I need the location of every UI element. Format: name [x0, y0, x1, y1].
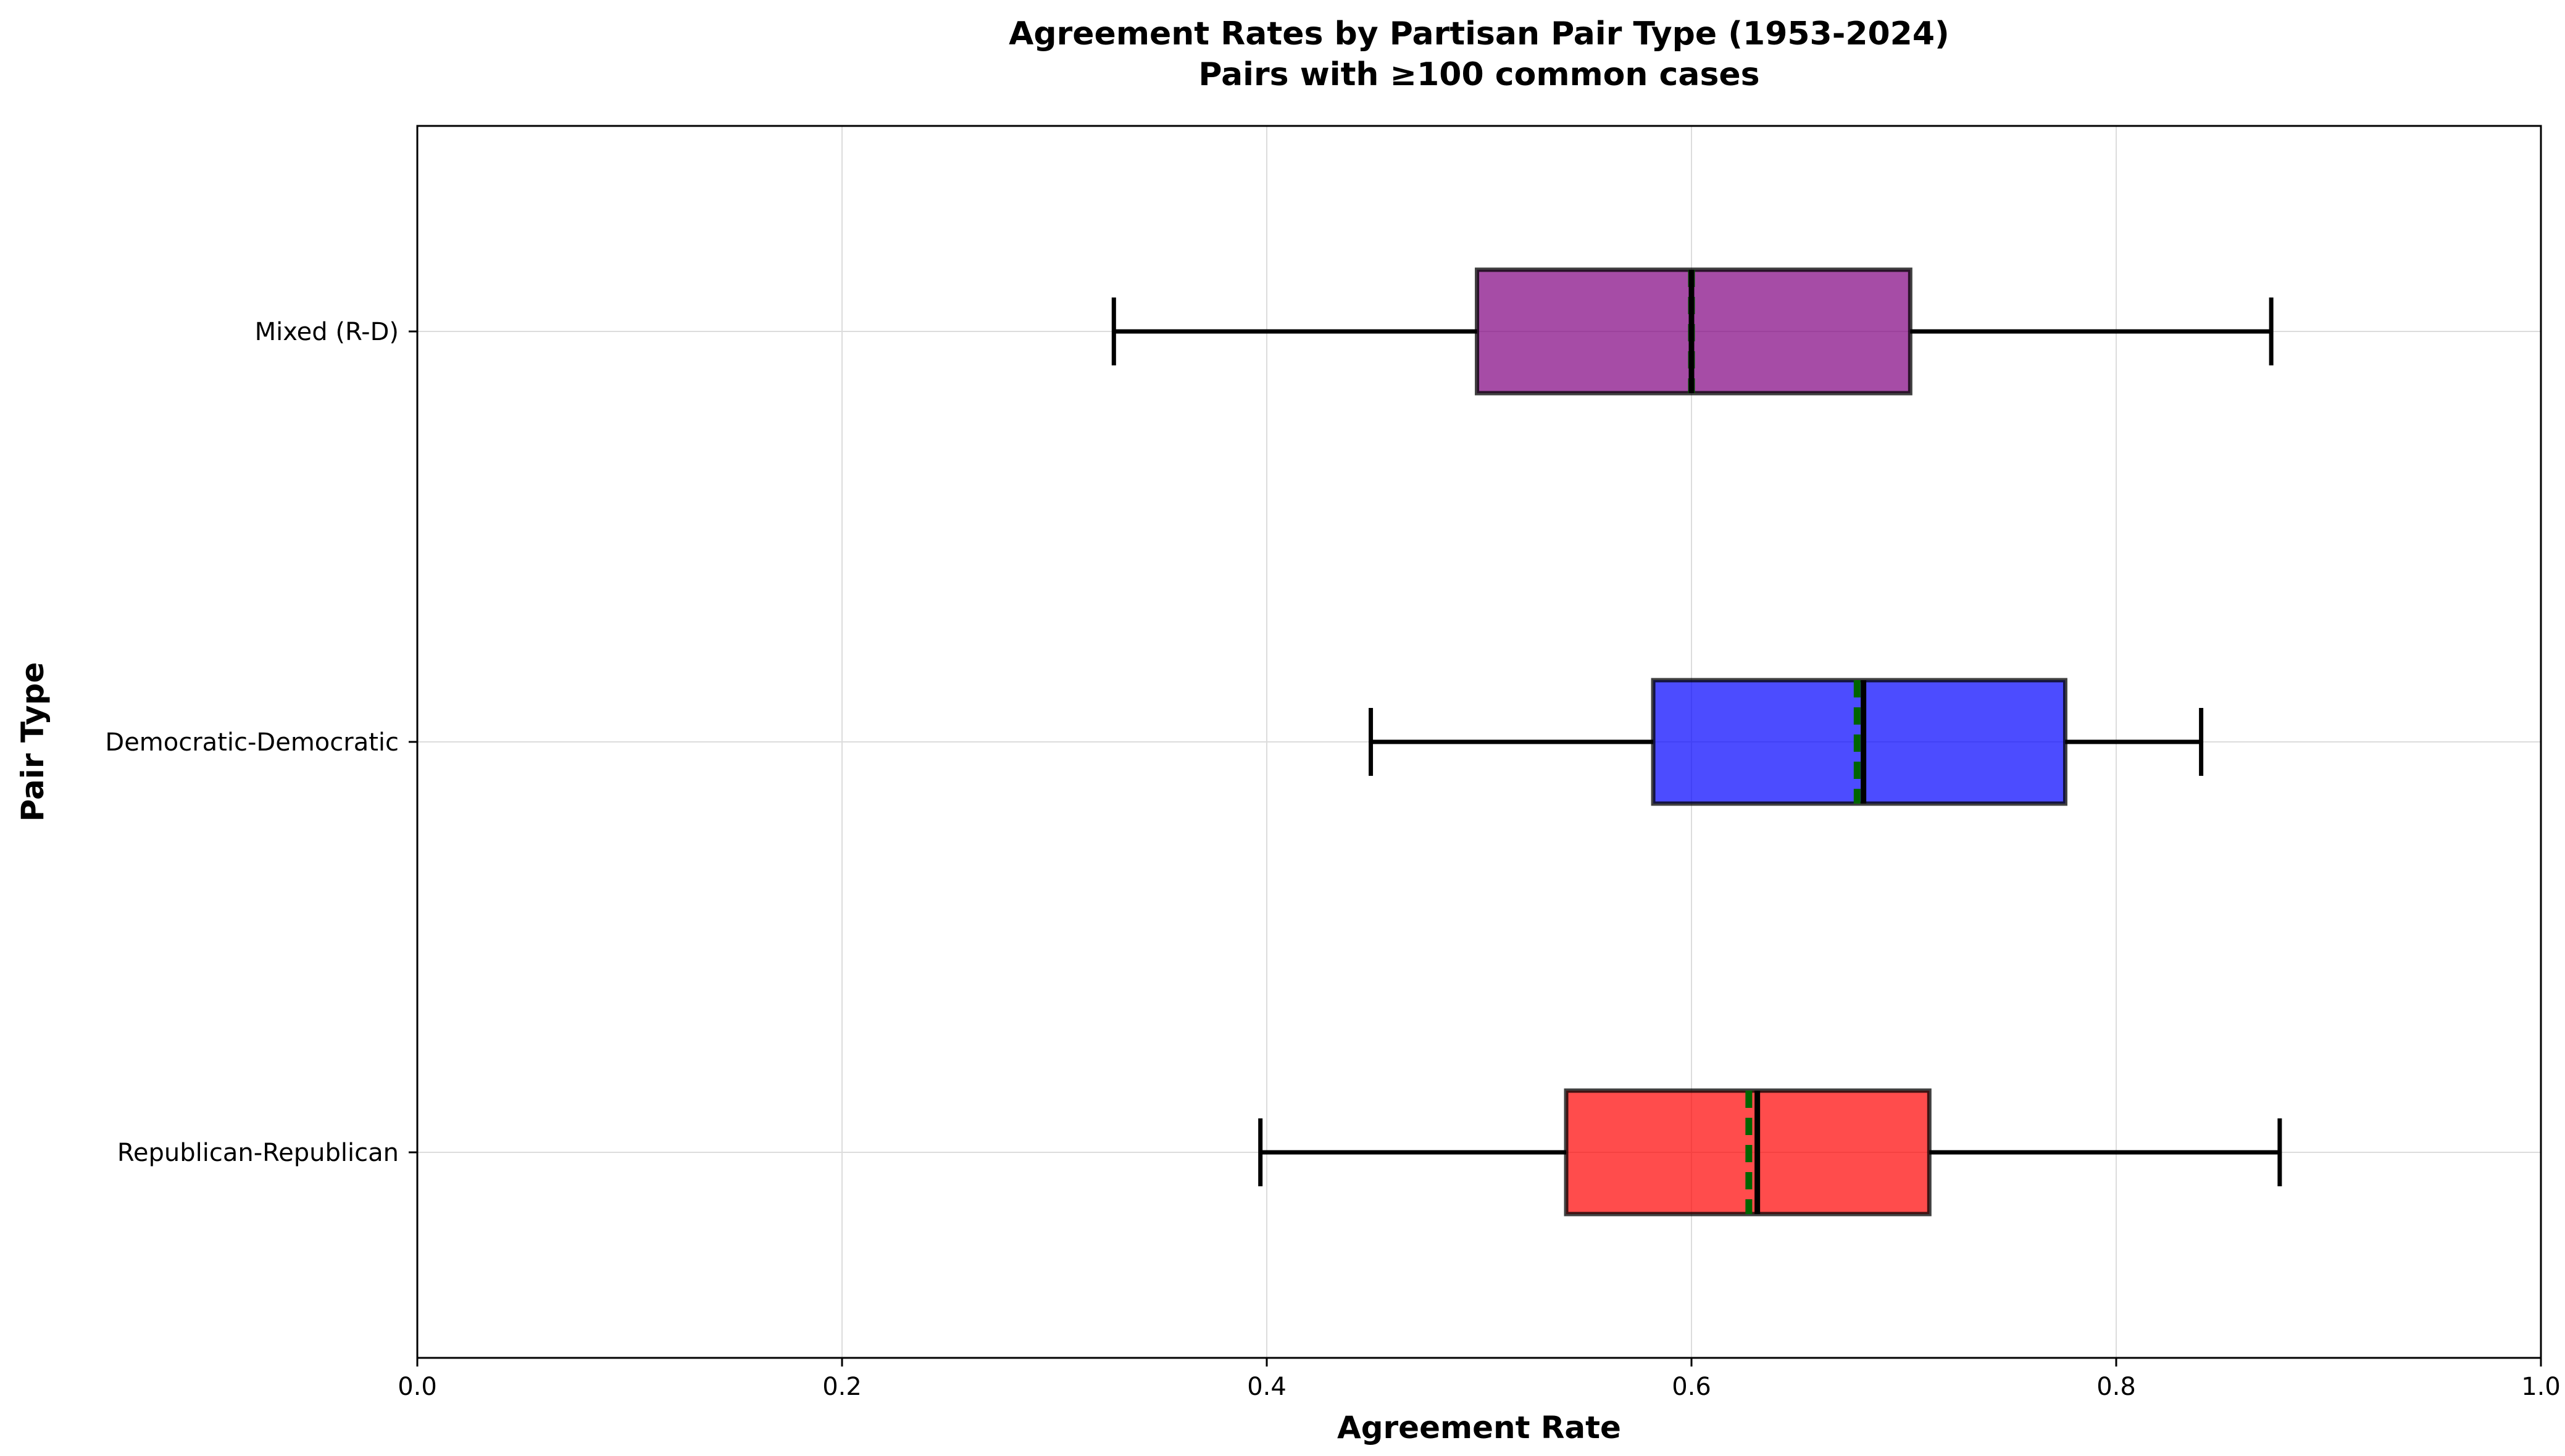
y-tick-label: Mixed (R-D)	[255, 318, 399, 346]
x-axis: 0.0 0.2 0.4 0.6 0.8 1.0	[398, 1358, 2561, 1401]
chart-title: Agreement Rates by Partisan Pair Type (1…	[1009, 15, 1950, 52]
x-tick-label: 0.6	[1672, 1373, 1711, 1401]
x-axis-label: Agreement Rate	[1337, 1410, 1621, 1446]
x-tick-label: 0.2	[822, 1373, 862, 1401]
x-tick-label: 0.8	[2096, 1373, 2136, 1401]
x-tick-label: 0.4	[1247, 1373, 1287, 1401]
box-democratic-democratic	[1369, 678, 2204, 806]
y-axis-label: Pair Type	[15, 662, 51, 822]
y-tick-label: Democratic-Democratic	[105, 728, 399, 757]
box-republican-republican	[1258, 1088, 2282, 1217]
y-axis: Mixed (R-D) Democratic-Democratic Republic…	[105, 318, 417, 1167]
chart-subtitle: Pairs with ≥100 common cases	[1198, 56, 1759, 93]
y-tick-label: Republican-Republican	[117, 1139, 399, 1167]
x-tick-label: 0.0	[398, 1373, 437, 1401]
x-tick-label: 1.0	[2521, 1373, 2561, 1401]
plot-area	[1111, 267, 2282, 1217]
box-mixed-r-d	[1111, 267, 2274, 396]
